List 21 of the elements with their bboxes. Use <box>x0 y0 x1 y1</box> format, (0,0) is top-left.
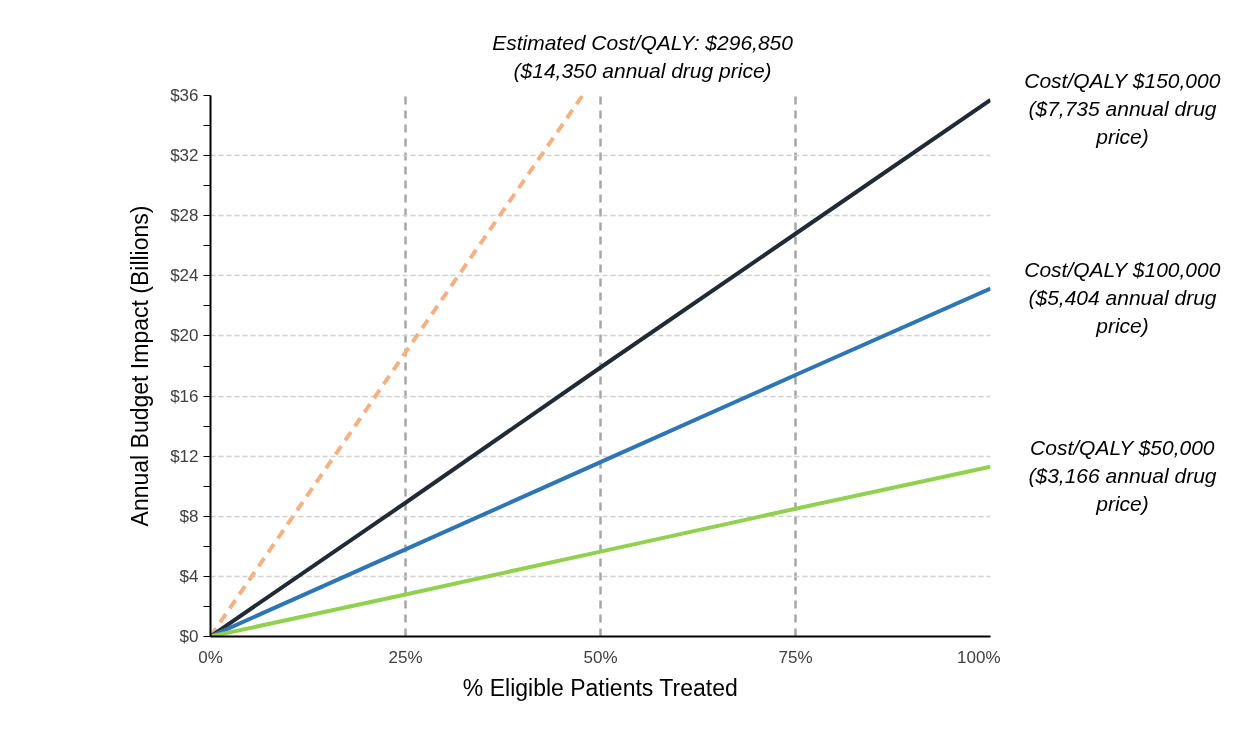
x-tick-label: 0% <box>198 647 223 667</box>
text: Estimated Cost/QALY: $296,850 ($14,350 annual drug price) <box>492 30 794 82</box>
series-label: Cost/QALY $100,000 ($5,404 annual drug price) <box>1024 257 1221 337</box>
y-tick-label: $4 <box>179 566 199 586</box>
y-axis-title: Annual Budget Impact (Billions) <box>127 205 154 527</box>
y-tick-label: $28 <box>170 206 199 226</box>
y-tick-label: $20 <box>170 326 199 346</box>
x-tick-label: 75% <box>778 647 813 667</box>
y-tick-label: $32 <box>170 146 199 166</box>
x-tick-label: 50% <box>583 647 618 667</box>
y-tick-label: $24 <box>170 266 199 286</box>
series-label: Cost/QALY $50,000 ($3,166 annual drug price) <box>1028 435 1217 515</box>
y-tick-label: $16 <box>170 386 199 406</box>
y-tick-label: $8 <box>179 506 199 526</box>
x-axis-title: % Eligible Patients Treated <box>462 674 738 701</box>
y-tick-label: $12 <box>170 446 199 466</box>
x-tick-label: 100% <box>957 647 1001 667</box>
x-tick-label: 25% <box>388 647 423 667</box>
y-tick-label: $0 <box>179 627 199 646</box>
series-label: Cost/QALY $150,000 ($7,735 annual drug price) <box>1024 69 1221 149</box>
y-tick-label: $36 <box>170 86 199 105</box>
